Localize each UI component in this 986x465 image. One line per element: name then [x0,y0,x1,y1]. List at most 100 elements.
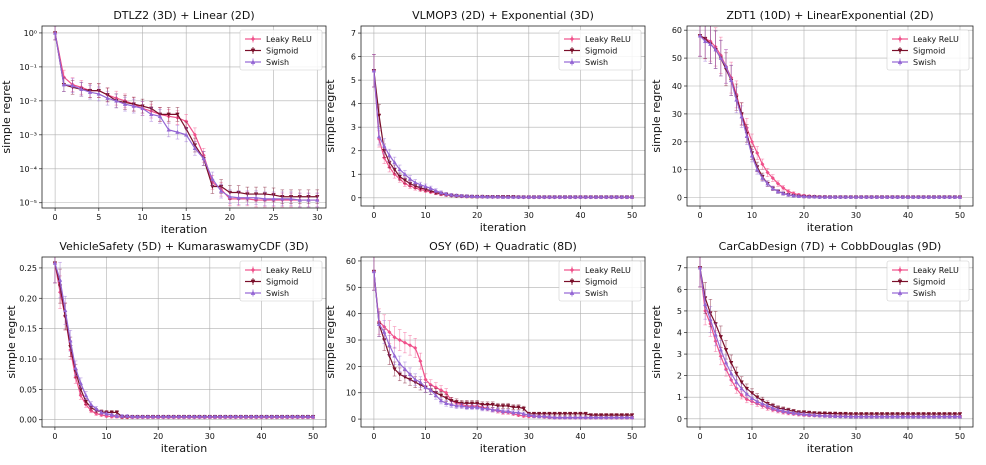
legend-label: Leaky ReLU [266,35,312,44]
legend-box [558,260,642,302]
x-tick-label: 5 [96,213,101,222]
data-point [744,397,749,402]
data-point [578,415,583,420]
data-point [843,194,848,199]
legend-item: Leaky ReLU [245,266,312,275]
data-point [511,405,516,410]
data-point [305,414,311,419]
data-point [916,194,921,199]
data-point [952,412,958,417]
data-point [315,197,320,202]
series-swish [52,26,320,208]
data-point [547,194,552,199]
plot-frame [41,256,327,428]
y-tick-label: 7 [677,264,682,273]
y-tick-label: 50 [672,54,682,63]
data-point [739,386,744,391]
chart-title: VLMOP3 (2D) + Exponential (3D) [412,9,594,22]
data-point [402,340,408,345]
legend-marker [569,59,575,64]
data-point [718,347,724,352]
data-point [245,195,250,200]
data-point [718,55,724,60]
data-point [817,194,822,199]
data-point [192,146,198,151]
data-point [895,412,900,417]
data-point [879,412,885,417]
data-point [848,194,854,199]
x-tick-label: 0 [697,432,702,441]
chart-panel-2: VLMOP3 (2D) + Exponential (3D)0 10 20 30 40 5… [324,9,646,234]
data-point [734,379,739,384]
data-point [387,329,392,335]
data-point [105,95,110,100]
data-point [227,194,233,199]
data-point [708,41,713,46]
data-point [78,393,83,398]
y-axis-label: simple regret [650,79,663,153]
series-swish [371,54,635,199]
data-point [290,414,295,419]
data-point [52,260,58,265]
data-point [166,127,171,132]
data-point [454,193,459,198]
data-point [161,414,166,419]
data-point [474,404,480,409]
series-swish [697,257,963,419]
data-point [526,194,532,199]
legend-label: Leaky ReLU [913,35,959,44]
legend-item: Swish [892,58,936,67]
x-tick-label: 30 [851,211,861,220]
y-tick-label: 30 [672,110,682,119]
legend-marker [897,290,903,295]
data-point [942,412,947,417]
data-point [61,82,67,87]
data-point [910,412,916,417]
data-point [397,372,402,377]
plot-frame [686,256,974,428]
data-point [202,414,207,419]
y-tick-label: 5 [677,307,682,316]
y-tick-label: 0.00 [19,416,37,425]
data-point [382,143,387,148]
data-point [760,161,765,167]
data-point [775,407,781,412]
data-point [295,414,300,419]
data-point [583,194,588,199]
data-point [423,377,428,382]
data-point [754,167,760,172]
data-point [567,412,573,417]
x-tick-label: 30 [524,211,534,220]
data-point [83,393,89,398]
data-point [713,332,718,337]
data-point [713,47,718,52]
data-point [459,193,464,198]
legend-item: Swish [245,289,289,298]
data-point [480,406,485,411]
legend-item: Leaky ReLU [892,266,959,275]
x-axis-label: iteration [480,442,526,455]
chart-title: ZDT1 (10D) + LinearExponential (2D) [726,9,933,22]
y-tick-label: 3 [677,350,682,359]
data-point [495,404,501,409]
data-point [371,68,377,73]
x-tick-label: 40 [256,432,266,441]
data-point [552,415,557,420]
data-point [806,194,812,199]
legend-marker [250,290,256,295]
legend-box [558,29,642,71]
data-point [418,379,423,384]
data-point [765,170,770,175]
data-point [739,380,744,385]
data-point [407,176,413,181]
data-point [573,415,578,420]
data-point [207,414,213,419]
data-point [78,380,83,385]
data-point [464,193,470,198]
data-point [734,97,739,102]
data-point [926,412,932,417]
data-point [770,405,776,410]
x-tick-label: 20 [799,432,809,441]
x-tick-label: 10 [420,211,430,220]
legend-marker [897,279,903,285]
